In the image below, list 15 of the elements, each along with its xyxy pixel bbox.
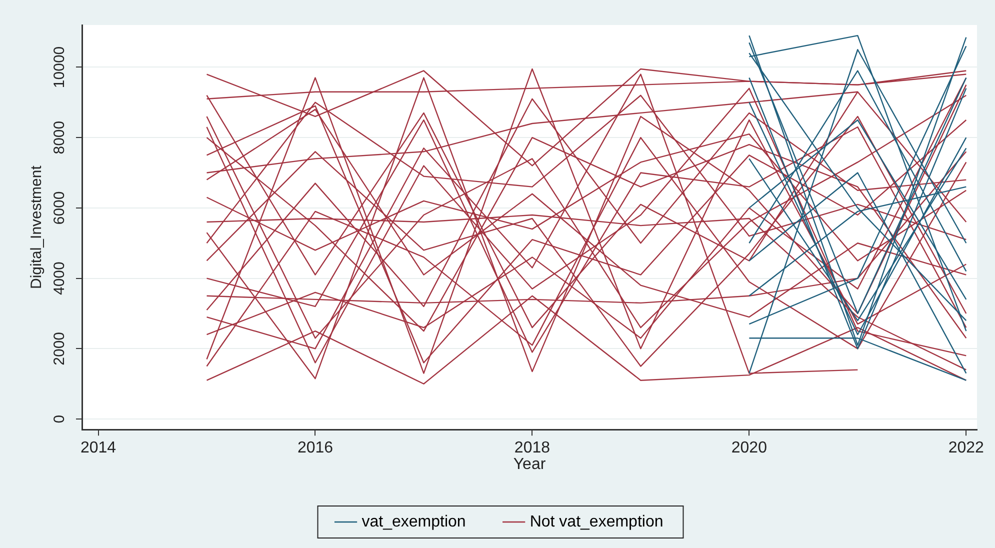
x-tick-label: 2022 bbox=[948, 440, 984, 457]
y-tick-label: 6000 bbox=[51, 191, 68, 225]
x-tick-label: 2016 bbox=[297, 440, 334, 457]
y-tick-label: 2000 bbox=[51, 332, 68, 366]
legend-label: Not vat_exemption bbox=[530, 513, 664, 530]
x-axis-title: Year bbox=[513, 456, 546, 473]
y-tick-label: 8000 bbox=[51, 120, 68, 154]
x-tick-label: 2014 bbox=[80, 440, 116, 457]
x-tick-label: 2020 bbox=[731, 440, 768, 457]
y-axis-title: Digital_Investment bbox=[28, 164, 46, 290]
y-tick-label: 0 bbox=[51, 414, 68, 424]
legend-label: vat_exemption bbox=[362, 513, 466, 530]
y-tick-label: 10000 bbox=[51, 46, 68, 88]
x-tick-label: 2018 bbox=[514, 440, 550, 457]
y-tick-label: 4000 bbox=[51, 262, 68, 295]
